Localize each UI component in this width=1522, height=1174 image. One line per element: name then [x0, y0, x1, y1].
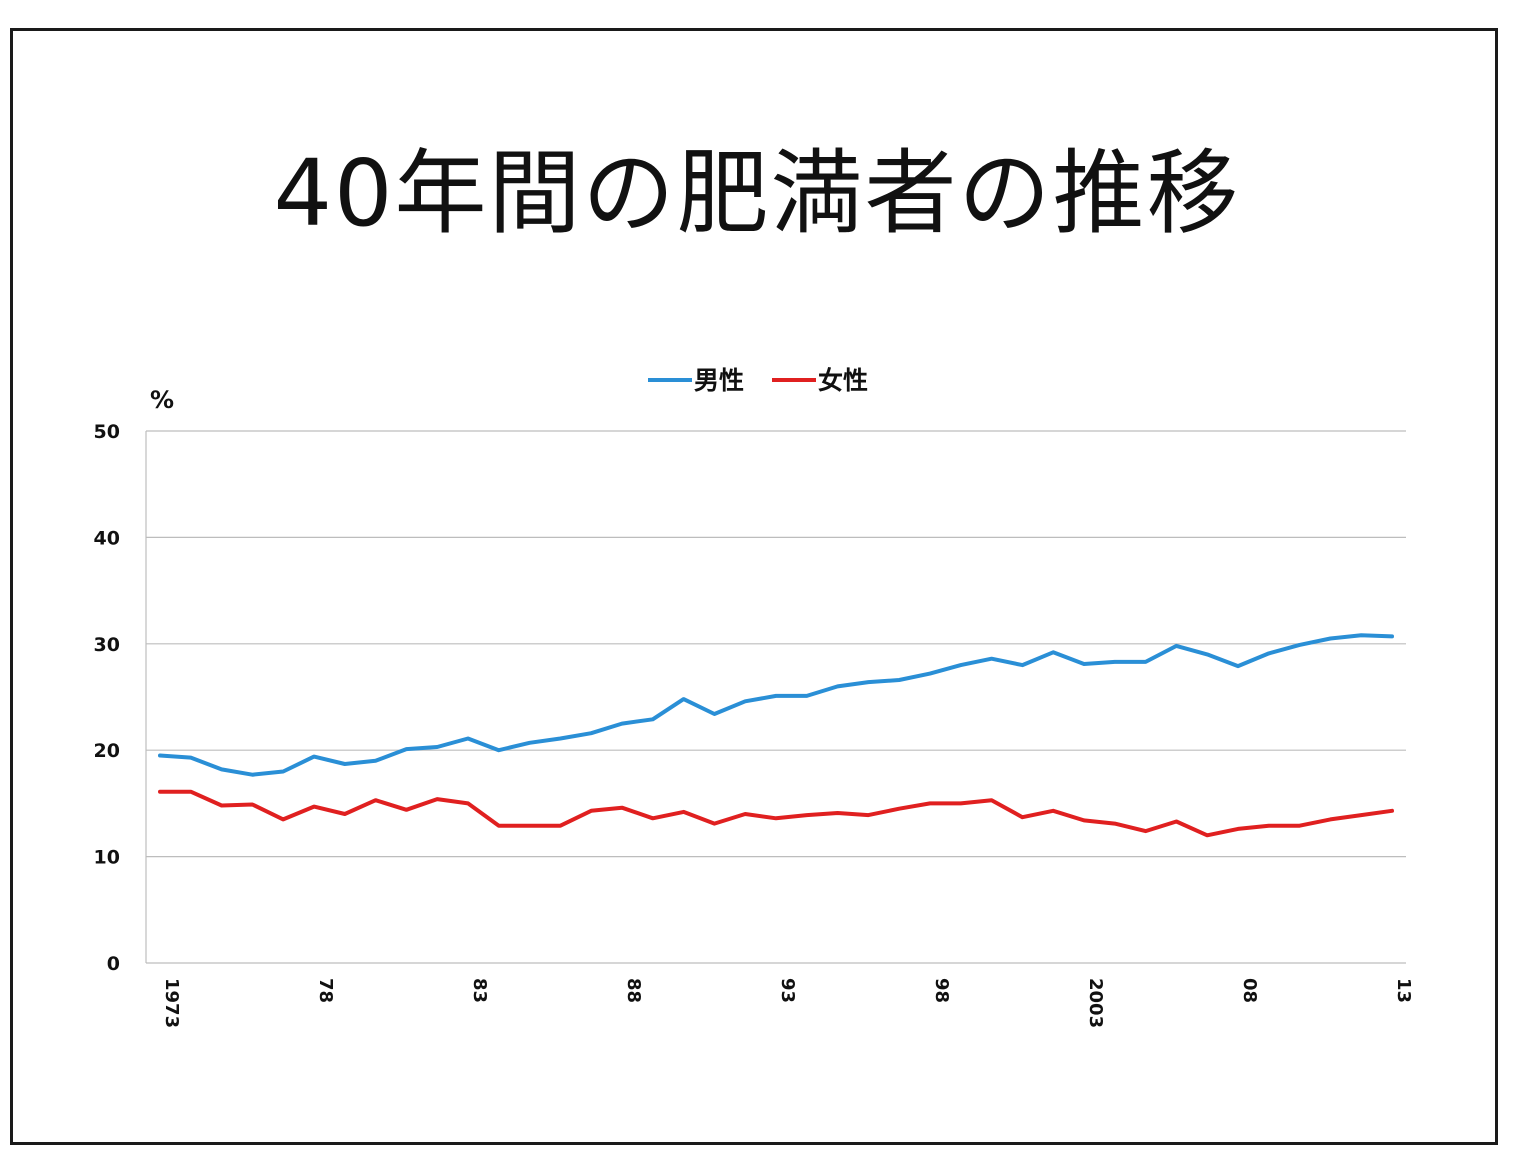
- series-line-1: [158, 633, 1394, 777]
- x-tick-label-08: 08: [1239, 978, 1260, 1003]
- x-tick-label-83: 83: [469, 978, 490, 1003]
- x-tick-label-98: 98: [931, 978, 952, 1003]
- y-tick-label-50: 50: [94, 421, 120, 443]
- y-tick-label-20: 20: [94, 740, 120, 762]
- x-tick-label-93: 93: [777, 978, 798, 1003]
- y-tick-label-40: 40: [94, 527, 120, 549]
- x-tick-label-13: 13: [1393, 978, 1414, 1003]
- x-tick-label-1973: 1973: [161, 978, 182, 1028]
- y-tick-label-30: 30: [94, 634, 120, 656]
- series-line-2: [158, 789, 1394, 838]
- slide-frame: 40年間の肥満者の推移: [10, 28, 1498, 1145]
- x-tick-label-78: 78: [315, 978, 336, 1003]
- y-axis-unit-label: %: [150, 386, 174, 414]
- legend-label-1: 男性: [694, 366, 744, 395]
- legend-label-2: 女性: [818, 366, 868, 395]
- y-tick-label-0: 0: [107, 953, 120, 975]
- chart-title: 40年間の肥満者の推移: [273, 140, 1241, 247]
- x-tick-label-88: 88: [623, 978, 644, 1003]
- y-tick-label-10: 10: [94, 847, 120, 869]
- x-tick-label-2003: 2003: [1085, 978, 1106, 1028]
